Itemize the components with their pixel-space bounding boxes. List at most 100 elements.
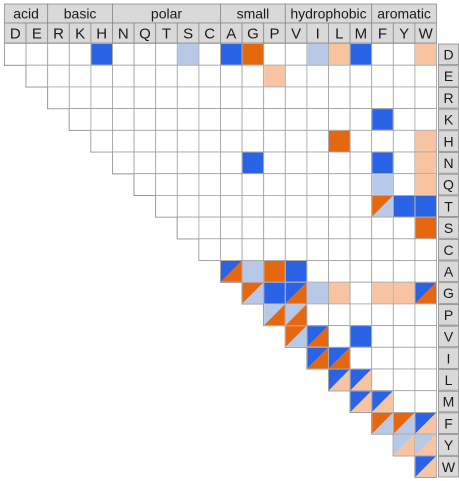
cell-K-H [90,108,113,131]
row-label-P: P [444,307,453,323]
cell-G-I [306,281,329,305]
row-label-L: L [445,372,453,388]
cell-E-I [306,64,329,88]
column-header-W [414,22,437,44]
column-label-K: K [75,26,85,43]
cell-H-F [371,129,394,153]
cell-P-W [414,303,437,326]
cell-K-C [198,108,221,131]
row-label-F: F [444,415,453,431]
cell-T-P [263,194,286,218]
cell-Y-Y [392,433,416,457]
cell-K-K [68,108,92,131]
cell-R-Q [133,86,157,110]
cell-Q-L [328,173,351,196]
cell-D-K [68,43,92,66]
cell-D-N [112,43,135,66]
cell-D-L [328,43,351,66]
cell-A-G [241,260,265,283]
cell-D-Y [392,43,416,66]
row-label-G: G [443,285,454,301]
cell-H-T [155,129,178,153]
cell-S-I [306,216,329,240]
cell-I-W [414,346,437,370]
cell-H-Y [392,129,416,153]
cell-N-C [198,151,221,175]
cell-L-L [328,368,351,392]
cell-P-M [349,303,373,326]
cell-M-F [371,390,394,413]
cell-Q-M [349,173,373,196]
cell-P-P [263,303,286,326]
cell-R-A [220,86,243,110]
row-label-S: S [444,220,453,236]
cell-I-I [306,346,329,370]
column-label-V: V [291,26,301,43]
cell-E-L [328,64,351,88]
cell-A-M [349,260,373,283]
cell-C-V [284,238,308,261]
cell-R-S [176,86,200,110]
cell-I-M [349,346,373,370]
matrix-cells [4,43,437,478]
cell-N-T [155,151,178,175]
cell-N-N [112,151,135,175]
cell-E-F [371,64,394,88]
cell-S-Y [392,216,416,240]
cell-C-C [198,238,221,261]
column-label-F: F [378,26,387,43]
cell-K-N [112,108,135,131]
cell-H-A [220,129,243,153]
cell-V-W [414,325,437,348]
cell-M-M [349,390,373,413]
cell-V-I [306,325,329,348]
cell-C-A [220,238,243,261]
cell-K-T [155,108,178,131]
cell-K-Q [133,108,157,131]
column-label-A: A [226,26,236,43]
cell-S-V [284,216,308,240]
cell-P-F [371,303,394,326]
cell-M-Y [392,390,416,413]
cell-E-C [198,64,221,88]
cell-N-V [284,151,308,175]
cell-K-P [263,108,286,131]
column-label-T: T [162,26,171,43]
cell-R-P [263,86,286,110]
cell-H-N [112,129,135,153]
row-label-C: C [443,242,453,258]
column-label-D: D [10,26,21,43]
group-label-basic: basic [64,6,97,22]
cell-R-C [198,86,221,110]
cell-H-H [90,129,113,153]
cell-Q-I [306,173,329,196]
cell-F-Y [392,411,416,435]
cell-I-F [371,346,394,370]
cell-R-R [47,86,70,110]
cell-C-W [414,238,437,261]
cell-E-Q [133,64,157,88]
cell-C-G [241,238,265,261]
row-label-E: E [444,68,453,84]
cell-N-Q [133,151,157,175]
row-label-N: N [443,155,453,171]
cell-H-Q [133,129,157,153]
row-label-T: T [444,198,453,214]
cell-H-C [198,129,221,153]
cell-H-P [263,129,286,153]
cell-R-F [371,86,394,110]
row-label-V: V [444,329,454,345]
cell-E-W [414,64,437,88]
cell-T-T [155,194,178,218]
cell-L-Y [392,368,416,392]
cell-N-I [306,151,329,175]
cell-N-P [263,151,286,175]
cell-C-L [328,238,351,261]
cell-G-W [414,281,437,305]
cell-H-W [414,129,437,153]
column-label-N: N [118,26,129,43]
cell-E-E [25,64,49,88]
cell-K-A [220,108,243,131]
cell-K-V [284,108,308,131]
